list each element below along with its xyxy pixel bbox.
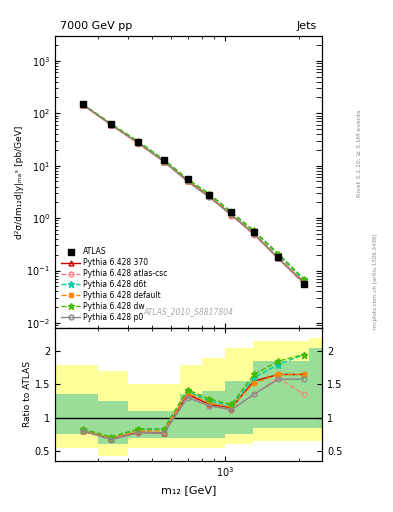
Text: ATLAS_2010_S8817804: ATLAS_2010_S8817804 <box>143 307 234 316</box>
Legend: ATLAS, Pythia 6.428 370, Pythia 6.428 atlas-csc, Pythia 6.428 d6t, Pythia 6.428 : ATLAS, Pythia 6.428 370, Pythia 6.428 at… <box>59 245 170 324</box>
X-axis label: m₁₂ [GeV]: m₁₂ [GeV] <box>161 485 216 495</box>
Y-axis label: d²σ/dm₁₂d|y|ₘₐˣ [pb/GeV]: d²σ/dm₁₂d|y|ₘₐˣ [pb/GeV] <box>15 125 24 239</box>
Text: Rivet 3.1.10, ≥ 3.1M events: Rivet 3.1.10, ≥ 3.1M events <box>357 110 362 197</box>
Y-axis label: Ratio to ATLAS: Ratio to ATLAS <box>23 361 32 428</box>
Text: Jets: Jets <box>297 22 317 31</box>
Text: mcplots.cern.ch [arXiv:1306.3436]: mcplots.cern.ch [arXiv:1306.3436] <box>373 234 378 329</box>
Text: 7000 GeV pp: 7000 GeV pp <box>61 22 132 31</box>
